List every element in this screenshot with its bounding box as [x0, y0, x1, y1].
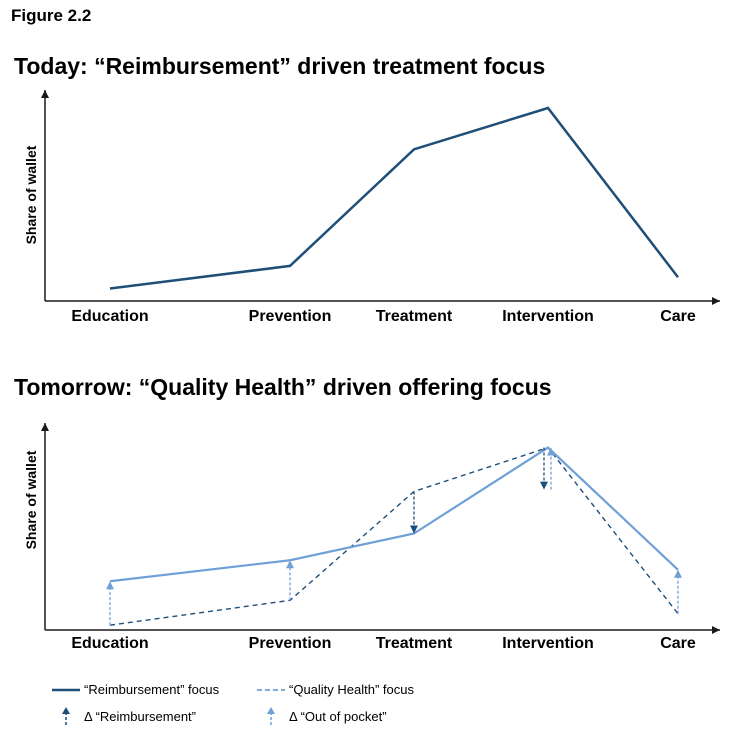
- delta-arrowhead-out_of_pocket-education: [106, 581, 114, 590]
- x-tick-label-intervention: Intervention: [502, 635, 594, 652]
- x-axis-arrowhead: [712, 626, 720, 634]
- chart-title-today: Today: “Reimbursement” driven treatment …: [14, 53, 546, 79]
- x-tick-label-treatment: Treatment: [376, 308, 453, 325]
- x-tick-label-prevention: Prevention: [249, 635, 332, 652]
- y-axis-label: Share of wallet: [23, 145, 39, 244]
- legend-label-reimbursement-focus: “Reimbursement” focus: [84, 682, 220, 697]
- legend-light-arrow-icon: [267, 707, 275, 725]
- x-tick-label-intervention: Intervention: [502, 308, 594, 325]
- delta-arrowhead-reimbursement-treatment: [410, 525, 418, 534]
- y-axis-arrowhead: [41, 423, 49, 431]
- legend-dashed-line-swatch: [257, 688, 285, 691]
- series-line-reimbursement-solid: [109, 106, 679, 290]
- legend-label-delta-out-of-pocket: Δ “Out of pocket”: [289, 708, 387, 724]
- x-tick-label-care: Care: [660, 635, 696, 652]
- legend-dark-arrow-icon: [62, 707, 70, 725]
- legend-solid-line-swatch: [52, 688, 80, 691]
- chart-today: Share of wallet Education Prevention Treatm…: [23, 90, 720, 325]
- legend-item-reimbursement-focus: “Reimbursement” focus: [52, 682, 219, 697]
- x-tick-label-education: Education: [71, 308, 148, 325]
- figure-label: Figure 2.2: [11, 6, 92, 25]
- x-tick-label-prevention: Prevention: [249, 308, 332, 325]
- legend: “Reimbursement” focus “Quality Health” f…: [52, 682, 652, 732]
- delta-arrowhead-reimbursement-intervention: [540, 481, 548, 490]
- chart-title-tomorrow: Tomorrow: “Quality Health” driven offeri…: [14, 374, 552, 400]
- y-axis-label: Share of wallet: [23, 450, 39, 549]
- series-line-quality-solid: [109, 446, 679, 583]
- y-axis-arrowhead: [41, 90, 49, 98]
- x-tick-label-care: Care: [660, 308, 696, 325]
- delta-arrowhead-out_of_pocket-intervention: [547, 447, 555, 456]
- legend-item-delta-out-of-pocket: Δ “Out of pocket”: [263, 706, 387, 726]
- x-tick-label-treatment: Treatment: [376, 635, 453, 652]
- delta-arrowhead-out_of_pocket-prevention: [286, 560, 294, 569]
- delta-arrowhead-out_of_pocket-care: [674, 569, 682, 578]
- x-tick-label-education: Education: [71, 635, 148, 652]
- legend-item-delta-reimbursement: Δ “Reimbursement”: [58, 706, 196, 726]
- legend-label-delta-reimbursement: Δ “Reimbursement”: [84, 708, 196, 724]
- x-axis-arrowhead: [712, 297, 720, 305]
- series-line-reimbursement-dashed: [109, 446, 679, 626]
- legend-item-quality-focus: “Quality Health” focus: [257, 682, 414, 697]
- legend-label-quality-focus: “Quality Health” focus: [289, 682, 414, 697]
